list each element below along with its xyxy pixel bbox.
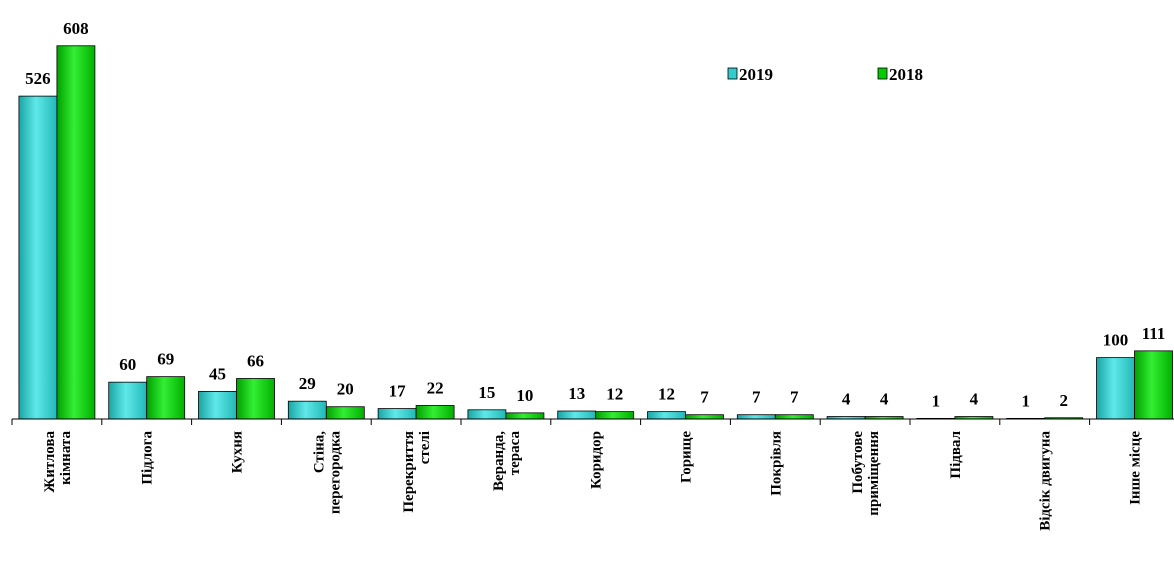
data-label: 4	[842, 390, 851, 409]
x-tick-label: стелі	[417, 431, 433, 464]
data-label: 20	[337, 380, 354, 399]
data-label: 608	[63, 19, 89, 38]
x-tick-label: Кухня	[230, 431, 246, 473]
bar	[595, 411, 635, 420]
x-tick-label: Перекриття	[401, 431, 417, 513]
bar	[557, 410, 597, 420]
x-tick-label: кімната	[58, 431, 74, 485]
data-label: 100	[1103, 331, 1129, 350]
legend-swatch	[727, 67, 738, 80]
x-tick-label: Покрівля	[768, 431, 784, 496]
x-tick-label: Побутове	[850, 431, 866, 494]
data-label: 4	[970, 390, 979, 409]
data-label: 2	[1059, 391, 1068, 410]
bar	[146, 376, 186, 420]
x-tick-label: Коридор	[589, 431, 605, 489]
x-tick-label: Стіна,	[311, 431, 327, 473]
x-tick-label: Горище	[679, 431, 695, 483]
x-tick-label: тераса	[507, 431, 523, 476]
data-label: 1	[932, 391, 941, 410]
x-tick-label: Підлога	[140, 431, 156, 485]
data-label: 13	[568, 384, 585, 403]
bar	[415, 405, 455, 420]
legend-label: 2018	[889, 65, 923, 84]
data-label: 12	[658, 385, 675, 404]
bar	[736, 414, 776, 420]
bar	[18, 95, 58, 420]
bar	[1096, 357, 1135, 420]
data-label: 7	[700, 388, 709, 407]
data-label: 526	[25, 69, 51, 88]
bar	[236, 378, 275, 420]
x-tick-label: приміщення	[866, 431, 882, 516]
bar	[1134, 350, 1173, 420]
x-tick-label: перегородка	[327, 431, 343, 515]
data-label: 66	[247, 351, 264, 370]
data-label: 10	[516, 386, 533, 405]
bar	[647, 411, 686, 420]
bar	[287, 400, 327, 420]
data-label: 15	[478, 383, 495, 402]
x-tick-label: Інше місце	[1128, 431, 1144, 505]
x-tick-label: Підвал	[948, 430, 964, 478]
data-label: 7	[752, 388, 761, 407]
data-label: 4	[880, 390, 889, 409]
data-label: 1	[1021, 391, 1030, 410]
x-tick-label: Житлова	[42, 431, 58, 493]
data-label: 111	[1142, 324, 1166, 343]
bar	[505, 412, 545, 420]
data-label: 17	[389, 382, 407, 401]
legend-label: 2019	[739, 65, 773, 84]
bar	[108, 381, 148, 420]
x-tick-label: Веранда,	[491, 431, 507, 491]
legend-swatch	[877, 67, 888, 80]
bar	[198, 390, 237, 420]
data-label: 7	[790, 388, 799, 407]
data-label: 69	[157, 350, 174, 369]
x-tick-label: Відсік двигуна	[1038, 431, 1054, 531]
bar	[325, 406, 365, 420]
bar	[467, 409, 507, 420]
data-label: 60	[119, 355, 136, 374]
data-label: 45	[209, 364, 226, 383]
data-label: 22	[427, 378, 444, 397]
data-label: 29	[299, 374, 316, 393]
data-label: 12	[606, 385, 623, 404]
bar	[377, 408, 417, 420]
bar	[56, 45, 96, 420]
bar	[774, 414, 814, 420]
bar	[685, 414, 724, 420]
